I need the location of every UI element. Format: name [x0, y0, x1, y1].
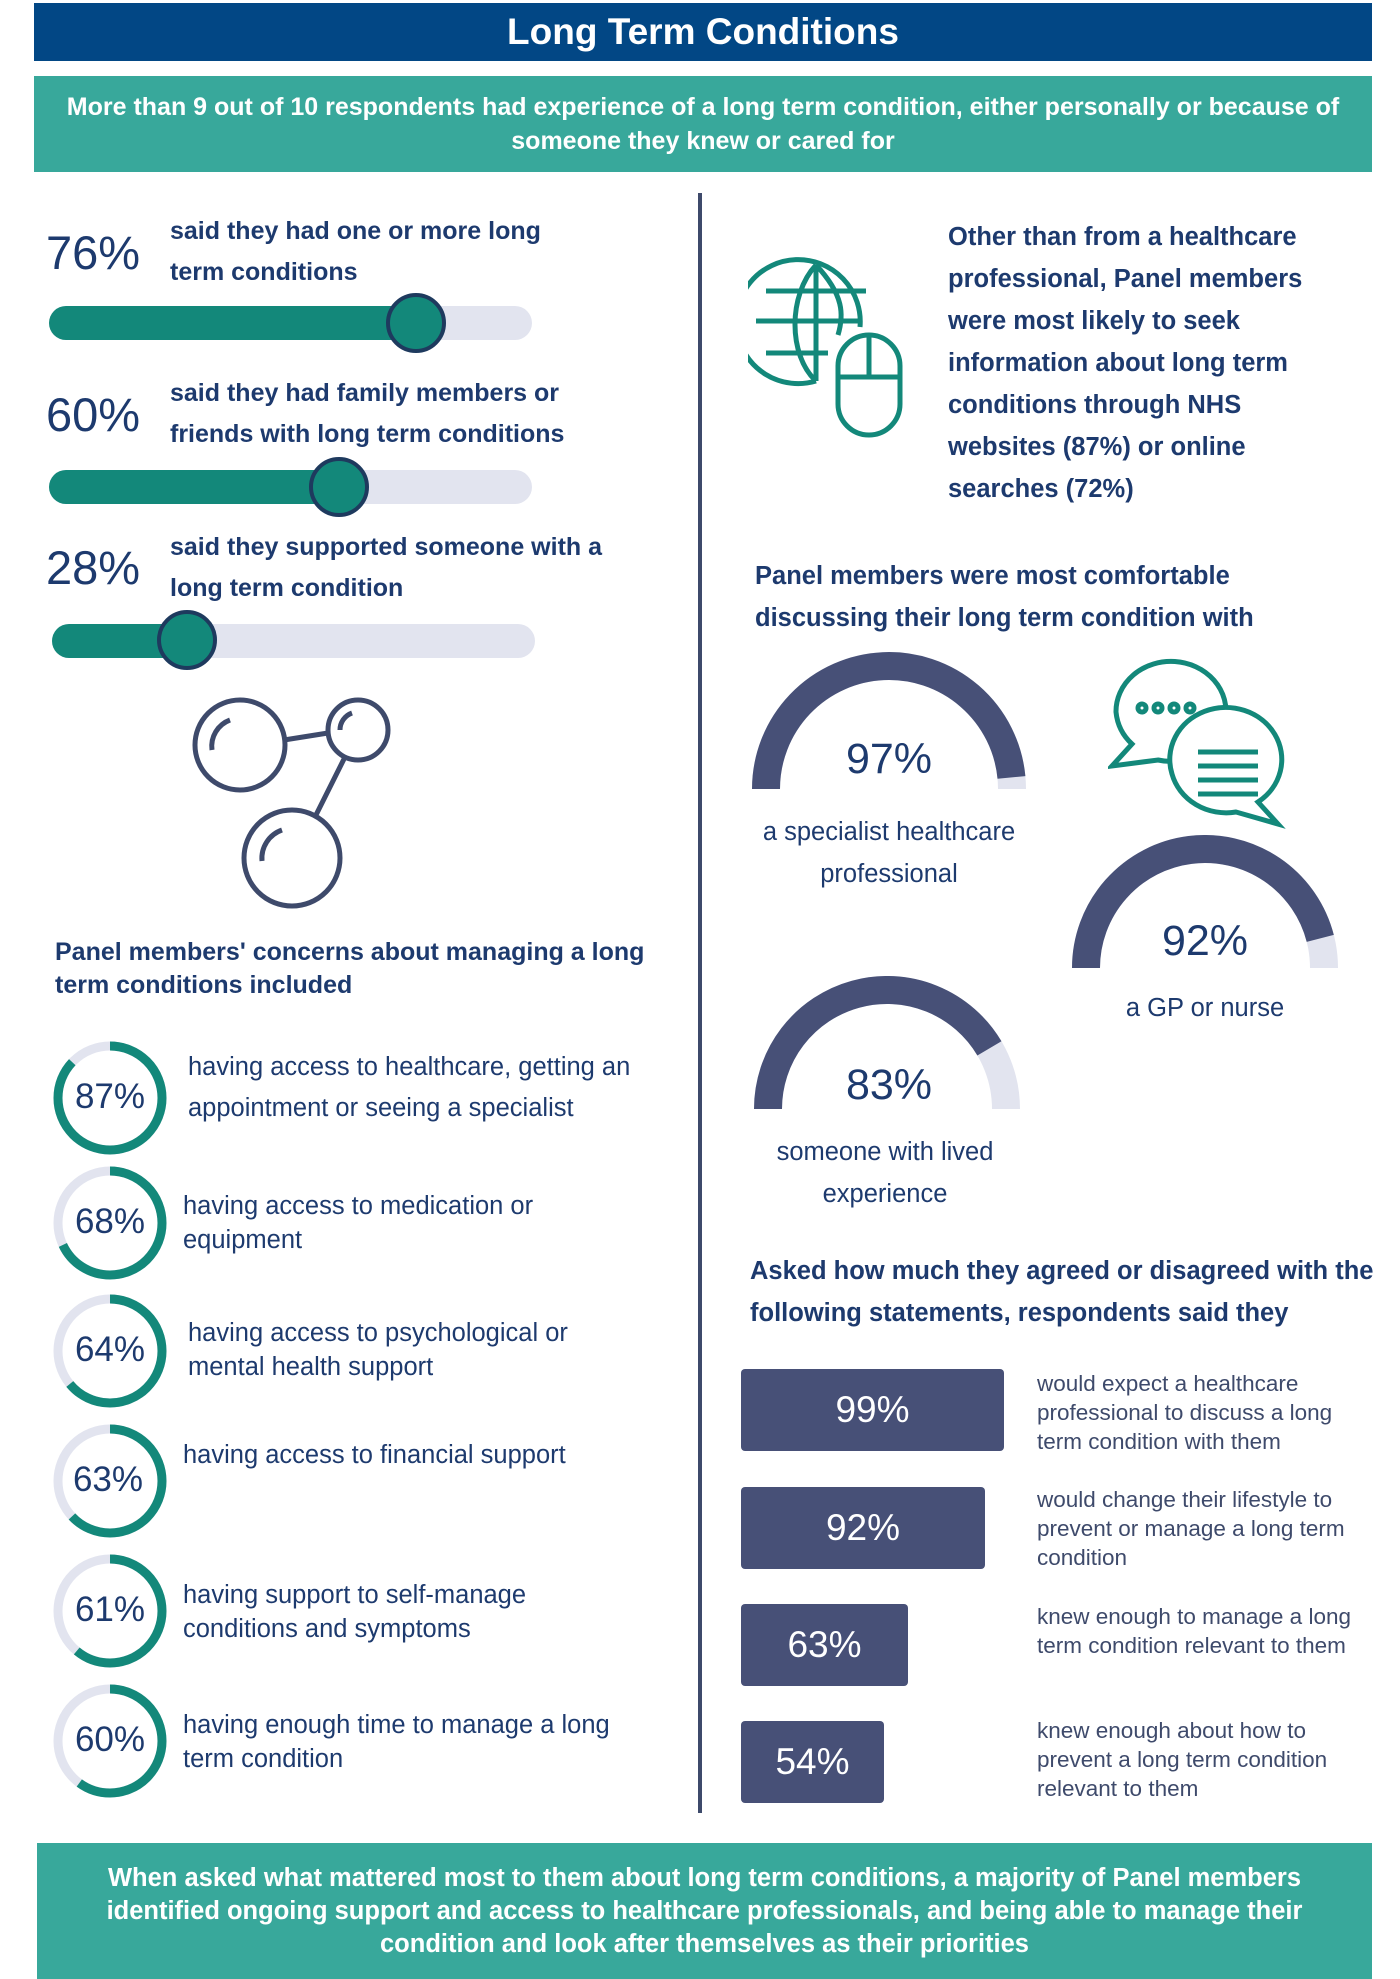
agreement-text: would expect a healthcare professional t… — [1037, 1371, 1333, 1454]
stat-fill — [49, 470, 339, 504]
concerns-heading: Panel members' concerns about managing a… — [55, 938, 645, 999]
gauge-label: a GP or nurse — [1125, 994, 1285, 1022]
agreement-bar: 63% — [741, 1604, 908, 1686]
agreement-bar: 99% — [741, 1369, 1004, 1451]
info-sources-text: Other than from a healthcare professiona… — [948, 223, 1303, 503]
stat-knob — [157, 610, 217, 670]
stat-percent: 76% — [46, 226, 141, 279]
agreement-bar: 54% — [741, 1721, 884, 1803]
stat-knob — [309, 457, 369, 517]
concern-text: having access to healthcare, getting an … — [188, 1053, 631, 1122]
molecule-icon — [192, 697, 391, 909]
page-title: Long Term Conditions — [34, 3, 1372, 61]
gauge-percent: 92% — [1161, 917, 1249, 965]
gauge-percent: 97% — [845, 735, 933, 783]
gauge-label: someone with lived experience — [776, 1138, 994, 1208]
agreement-heading: Asked how much they agreed or disagreed … — [750, 1257, 1374, 1327]
stat-percent: 28% — [46, 541, 141, 594]
concern-percent: 64% — [74, 1330, 146, 1369]
concern-ring — [53, 1294, 167, 1408]
stat-knob — [386, 293, 446, 353]
concern-text: having access to medication or equipment — [183, 1192, 534, 1254]
concern-percent: 60% — [74, 1720, 146, 1759]
concern-ring — [53, 1041, 167, 1155]
chat-bubbles-icon — [1108, 658, 1286, 829]
concern-percent: 63% — [72, 1460, 144, 1499]
concern-ring — [53, 1424, 167, 1538]
footer-banner: When asked what mattered most to them ab… — [37, 1843, 1372, 1979]
gauge-percent: 83% — [845, 1061, 933, 1109]
concern-ring — [53, 1684, 167, 1798]
intro-banner: More than 9 out of 10 respondents had ex… — [34, 76, 1372, 172]
concern-percent: 68% — [74, 1202, 146, 1241]
concern-text: having support to self-manage conditions… — [183, 1581, 527, 1643]
concern-ring — [53, 1166, 167, 1280]
comfortable-heading: Panel members were most comfortable disc… — [755, 562, 1254, 632]
stat-fill — [49, 306, 416, 340]
concern-text: having access to psychological or mental… — [188, 1319, 568, 1381]
agreement-text: would change their lifestyle to prevent … — [1037, 1487, 1345, 1570]
agreement-text: knew enough to manage a long term condit… — [1037, 1604, 1351, 1658]
concern-percent: 61% — [74, 1590, 146, 1629]
concern-percent: 87% — [74, 1077, 146, 1116]
stat-text: said they supported someone with a long … — [170, 533, 603, 602]
agreement-text: knew enough about how to prevent a long … — [1037, 1718, 1328, 1801]
gauge-gp-nurse — [1072, 835, 1338, 969]
gauge-label: a specialist healthcare professional — [762, 818, 1016, 888]
concern-text: having access to financial support — [183, 1441, 566, 1469]
concern-ring — [53, 1554, 167, 1668]
column-divider — [698, 193, 702, 1813]
concern-text: having enough time to manage a long term… — [183, 1711, 610, 1773]
stat-percent: 60% — [46, 388, 141, 441]
stat-text: said they had one or more long term cond… — [170, 217, 541, 286]
globe-mouse-icon — [748, 257, 903, 438]
gauge-lived-experience — [754, 976, 1020, 1110]
gauge-specialist — [752, 652, 1026, 790]
stat-text: said they had family members or friends … — [170, 379, 565, 448]
agreement-bar: 92% — [741, 1487, 985, 1569]
